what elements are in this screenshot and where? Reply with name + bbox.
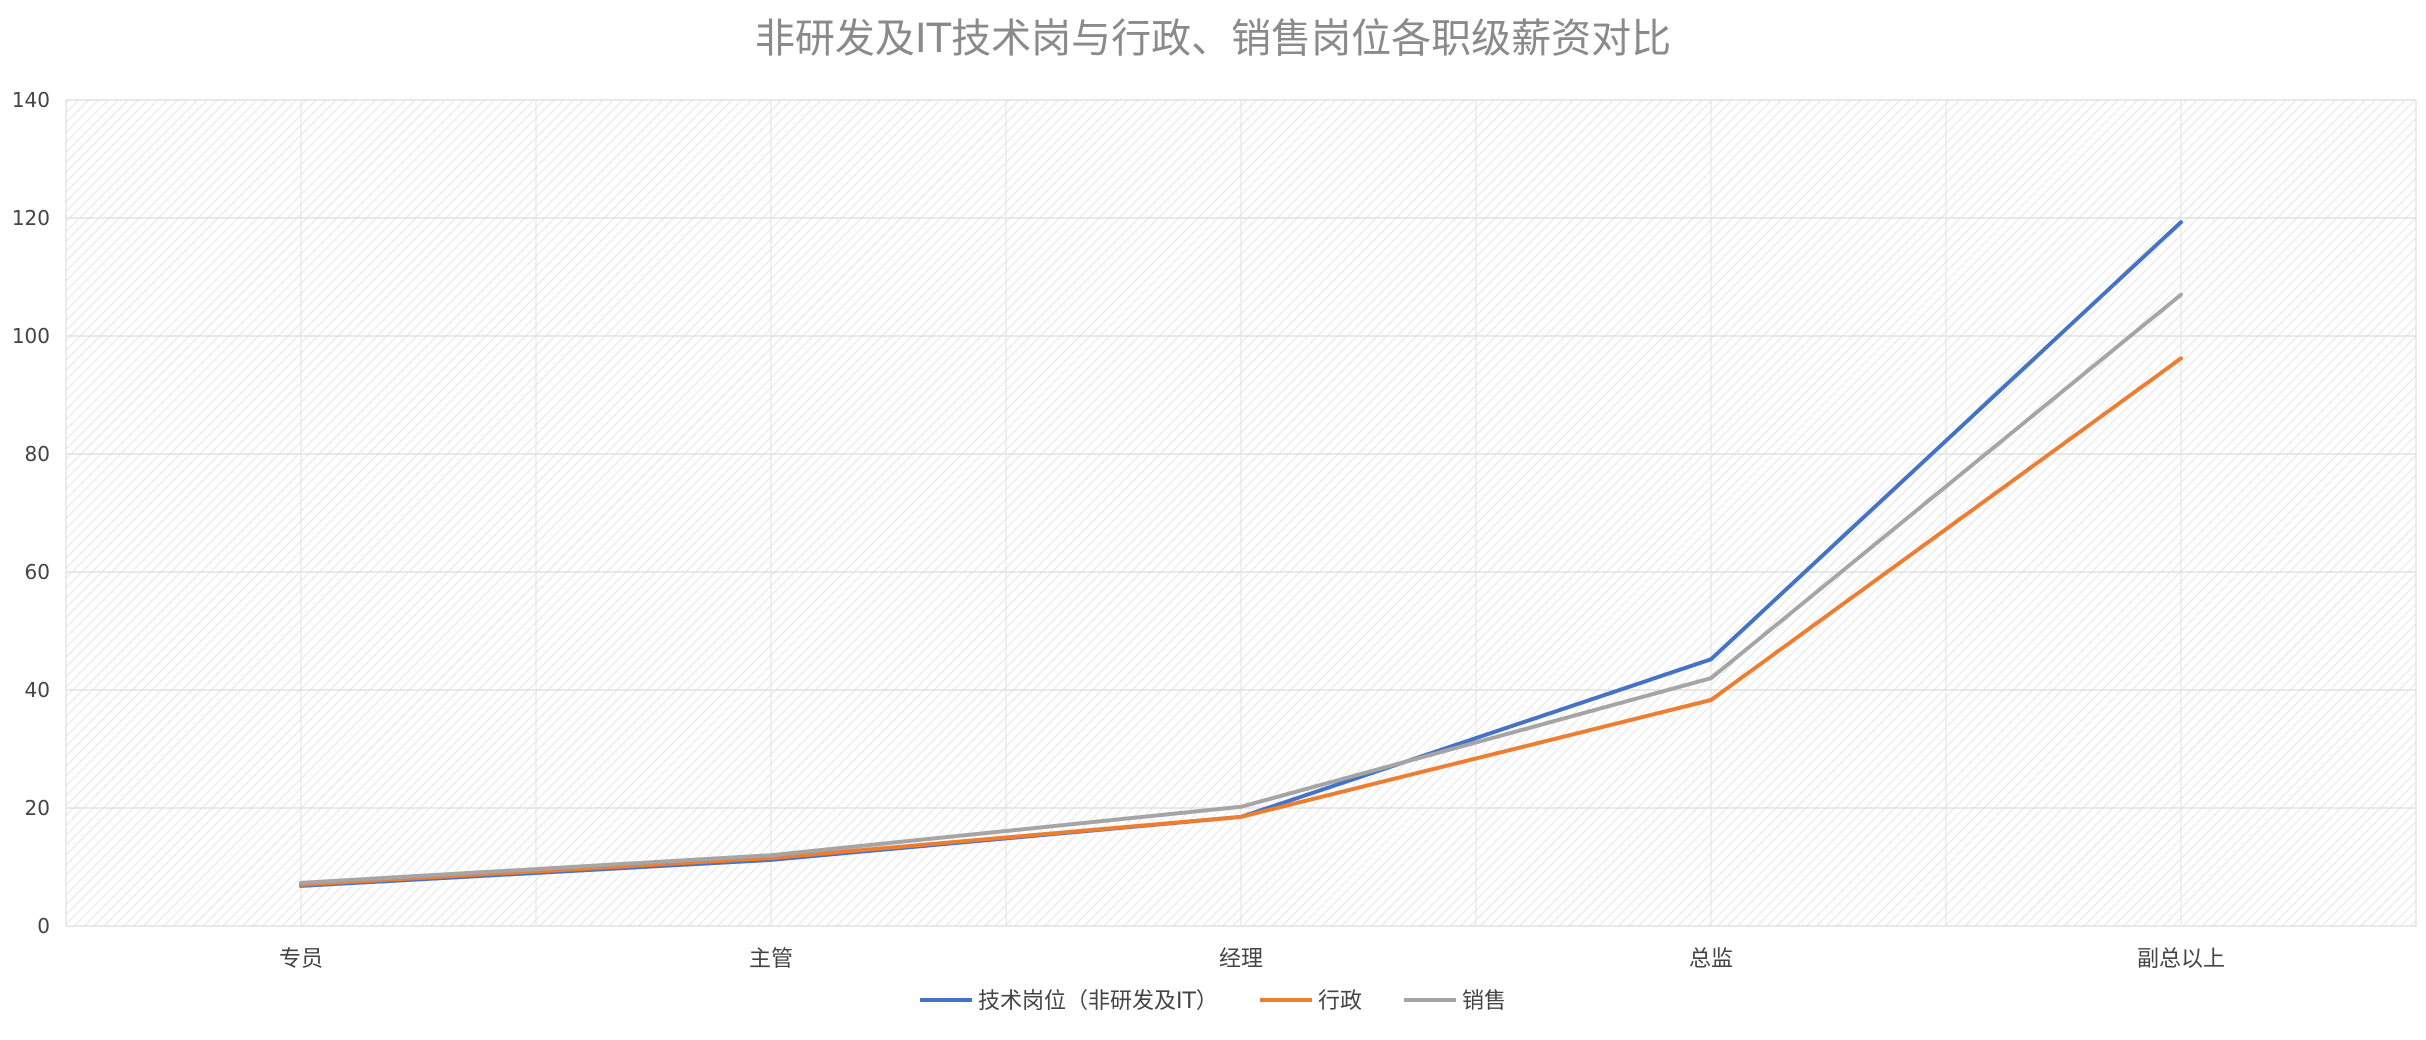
legend: 技术岗位（非研发及IT） 行政 销售	[920, 989, 1506, 1014]
y-tick-label: 20	[25, 796, 50, 820]
legend-label: 技术岗位（非研发及IT）	[978, 989, 1218, 1014]
y-axis: 0 20 40 60 80 100 120 140	[12, 88, 50, 938]
chart-title: 非研发及IT技术岗与行政、销售岗位各职级薪资对比	[755, 16, 1671, 62]
y-tick-label: 40	[25, 678, 50, 702]
x-axis: 专员 主管 经理 总监 副总以上	[279, 947, 2225, 972]
series-line-2	[299, 292, 2183, 885]
series-lines	[299, 220, 2183, 888]
y-tick-label: 80	[25, 442, 50, 466]
y-tick-label: 120	[12, 206, 50, 230]
x-tick-label: 副总以上	[2137, 947, 2225, 972]
y-tick-label: 60	[25, 560, 50, 584]
x-tick-label: 专员	[279, 947, 323, 972]
legend-item: 行政	[1260, 989, 1362, 1014]
legend-label: 销售	[1462, 989, 1506, 1014]
x-tick-label: 总监	[1689, 947, 1733, 972]
y-tick-label: 100	[12, 324, 50, 348]
y-tick-label: 0	[37, 914, 50, 938]
series-line-1	[299, 356, 2183, 887]
legend-label: 行政	[1318, 989, 1362, 1014]
legend-item: 技术岗位（非研发及IT）	[920, 989, 1218, 1014]
y-tick-label: 140	[12, 88, 50, 112]
x-tick-label: 主管	[749, 947, 793, 972]
x-tick-label: 经理	[1219, 947, 1263, 972]
legend-item: 销售	[1404, 989, 1506, 1014]
gridlines	[66, 99, 2416, 927]
